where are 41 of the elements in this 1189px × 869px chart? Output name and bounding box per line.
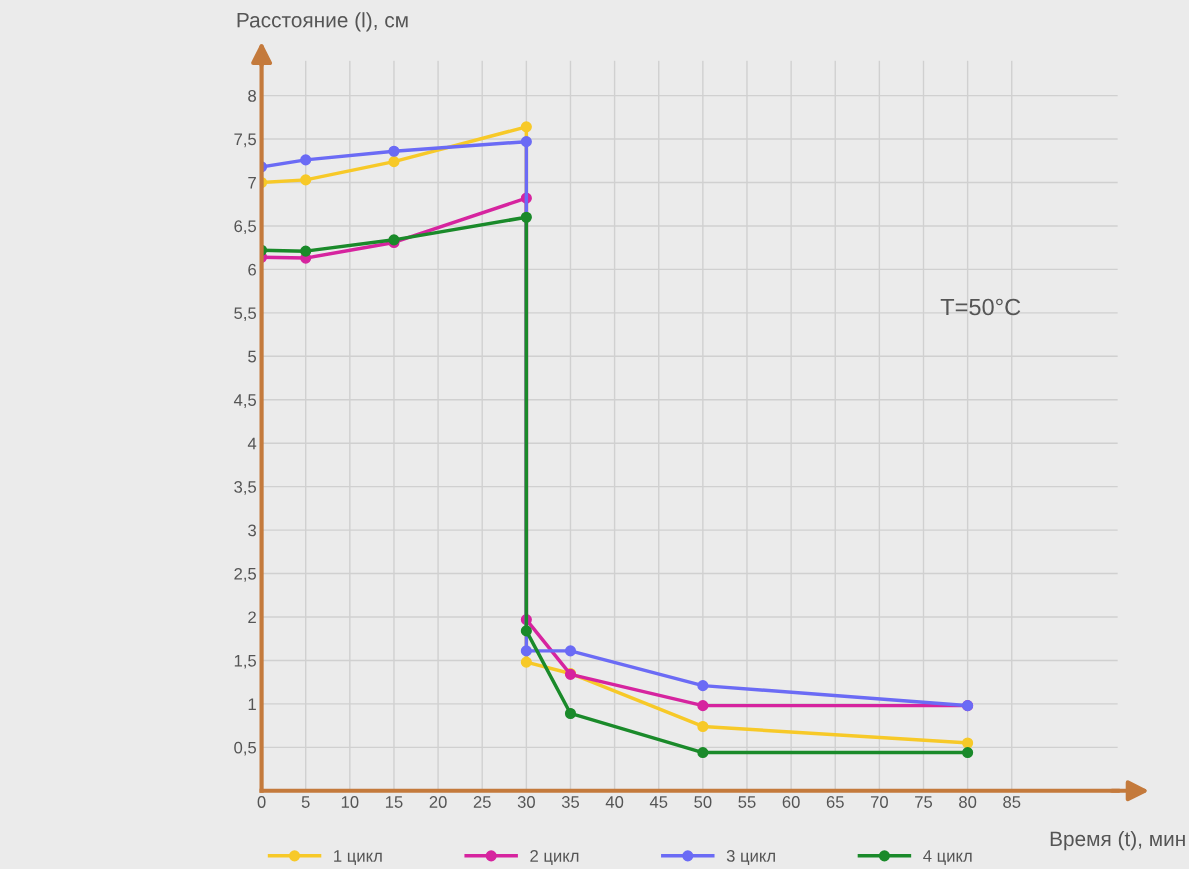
y-tick-label: 4,5 (233, 394, 257, 408)
y-tick-label: 5,5 (234, 307, 257, 322)
y-tick-label: 6,5 (234, 220, 257, 235)
x-tick-label: 85 (1003, 796, 1021, 808)
y-tick-label: 5 (248, 350, 257, 363)
x-tick-label: 50 (694, 796, 712, 808)
y-tick-label: 6 (248, 263, 256, 276)
x-tick-label: 55 (738, 796, 756, 808)
x-tick-label: 20 (429, 796, 447, 808)
y-tick-label: 1 (248, 698, 256, 710)
y-tick-label: 2,5 (234, 567, 257, 582)
y-tick-label: 8 (248, 89, 256, 102)
x-tick-label: 75 (915, 796, 933, 808)
legend-label: 3 цикл (726, 850, 775, 865)
y-axis-title: Расстояние (l), см (237, 12, 408, 32)
y-tick-label: 1,5 (234, 655, 257, 669)
y-tick-label: 7,5 (234, 133, 257, 148)
x-tick-label: 0 (257, 796, 266, 808)
x-tick-label: 60 (782, 796, 800, 808)
x-tick-label: 35 (561, 796, 580, 808)
x-tick-label: 65 (826, 796, 844, 808)
y-tick-label: 4 (247, 437, 257, 450)
x-tick-label: 70 (870, 796, 888, 808)
x-tick-label: 5 (301, 796, 310, 808)
x-tick-label: 10 (341, 796, 359, 808)
x-tick-label: 30 (517, 796, 535, 808)
annotation: T=50°C (940, 298, 1021, 316)
y-tick-label: 7 (248, 177, 256, 189)
legend-label: 4 цикл (923, 850, 972, 865)
x-tick-label: 25 (473, 796, 491, 808)
legend-label: 2 цикл (530, 850, 579, 865)
y-tick-label: 3,5 (234, 481, 257, 495)
y-tick-label: 2 (248, 611, 256, 624)
x-tick-label: 80 (959, 796, 977, 808)
x-tick-label: 45 (649, 796, 668, 808)
legend-label: 1 цикл (334, 850, 382, 865)
y-tick-label: 3 (248, 524, 256, 537)
x-axis-title: Время (t), мин (1050, 830, 1185, 851)
x-tick-label: 15 (385, 796, 403, 808)
x-tick-label: 40 (605, 796, 624, 808)
y-tick-label: 0,5 (234, 741, 257, 756)
